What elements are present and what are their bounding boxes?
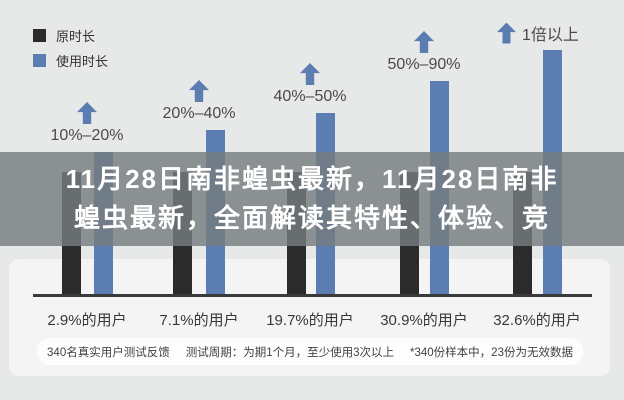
legend-item-original-duration: 原时长 [33,26,108,45]
user-share-label: 30.9%的用户 [380,312,468,329]
user-share-label: 7.1%的用户 [159,312,239,329]
footnote-segment: 340名真实用户测试反馈 [47,346,170,359]
range-label: 1倍以上 [522,27,579,44]
range-label: 10%–20% [50,127,124,144]
title-line-2: 蝗虫最新，全面解读其特性、体验、竞 [73,203,550,233]
category-label-group-5: 1倍以上 [497,21,579,45]
up-arrow-icon [189,80,209,102]
legend-label: 原时长 [56,29,96,44]
up-arrow-icon [300,63,320,85]
legend-label: 使用时长 [56,54,109,69]
range-label: 20%–40% [162,105,236,122]
title-overlay-band: 11月28日南非蝗虫最新，11月28日南非 蝗虫最新，全面解读其特性、体验、竞 [0,152,624,246]
up-arrow-icon [497,22,516,44]
range-label: 40%–50% [273,88,347,105]
legend-item-usage-duration: 使用时长 [33,51,108,70]
footnote-segment: *340份样本中，23份为无效数据 [410,346,573,359]
user-share-label: 2.9%的用户 [47,312,127,329]
chart-legend: 原时长 使用时长 [33,26,108,70]
up-arrow-icon [414,31,434,53]
footnote-pill: 340名真实用户测试反馈 测试周期：为期1个月，至少使用3次以上 *340份样本… [37,338,583,365]
x-axis-line [33,294,592,297]
user-share-label: 32.6%的用户 [493,312,581,329]
range-label: 50%–90% [387,56,461,73]
legend-swatch-blue-icon [33,54,46,67]
title-line-1: 11月28日南非蝗虫最新，11月28日南非 [65,164,559,194]
legend-swatch-black-icon [33,29,46,42]
footnote-segment: 测试周期：为期1个月，至少使用3次以上 [185,346,395,359]
user-share-label: 19.7%的用户 [266,312,354,329]
up-arrow-icon [77,102,97,124]
